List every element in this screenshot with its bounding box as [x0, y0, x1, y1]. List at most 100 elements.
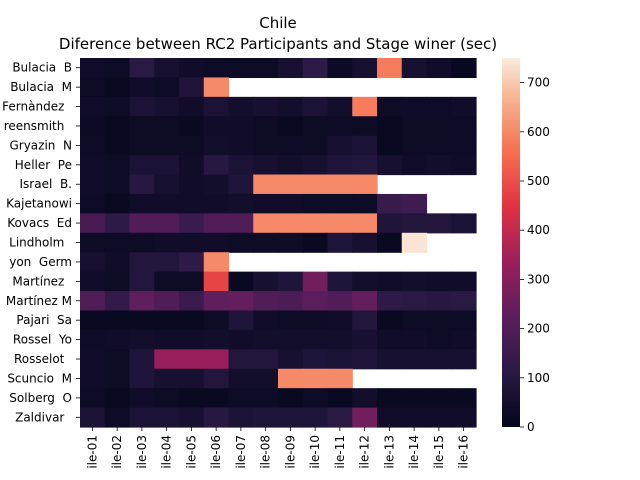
- heatmap-cell: [203, 232, 230, 253]
- heatmap-cell: [327, 329, 353, 350]
- heatmap-cell: [80, 213, 106, 234]
- heatmap-cell: [203, 388, 230, 409]
- heatmap-cell: [278, 58, 304, 79]
- heatmap-cell: [278, 271, 304, 292]
- heatmap-cell: [104, 368, 131, 389]
- heatmap-cell: [228, 291, 254, 312]
- heatmap-cell: [426, 388, 452, 409]
- heatmap-cell: [154, 135, 180, 156]
- heatmap-cell: [401, 193, 428, 214]
- heatmap-cell: [203, 96, 230, 117]
- heatmap-cell: [278, 155, 304, 176]
- colorbar-tick-label: 300: [527, 272, 550, 286]
- heatmap-cell: [327, 193, 353, 214]
- heatmap-cell: [80, 291, 106, 312]
- y-tick-label: Fernàndez: [2, 100, 72, 114]
- heatmap-cell: [228, 349, 254, 370]
- heatmap-cell: [154, 310, 180, 331]
- heatmap-cell: [401, 232, 428, 253]
- x-tick-label: ile-01: [85, 435, 99, 469]
- heatmap-cell: [451, 407, 477, 428]
- heatmap-cell: [228, 116, 254, 137]
- x-tick-label: ile-02: [110, 435, 124, 469]
- heatmap-cell: [451, 155, 477, 176]
- heatmap-cell: [327, 116, 353, 137]
- heatmap-cell: [327, 388, 353, 409]
- heatmap-cell: [228, 135, 254, 156]
- heatmap-cell: [278, 232, 304, 253]
- heatmap-cell: [104, 291, 131, 312]
- heatmap-cell: [179, 407, 205, 428]
- heatmap-cell: [129, 271, 155, 292]
- x-tick-label: ile-14: [407, 435, 421, 469]
- heatmap-cell: [104, 155, 131, 176]
- heatmap-cell: [401, 310, 428, 331]
- heatmap-cell: [253, 349, 279, 370]
- heatmap-cell: [278, 388, 304, 409]
- heatmap-cell: [179, 96, 205, 117]
- heatmap-cell: [253, 135, 279, 156]
- colorbar-tick-label: 200: [527, 322, 550, 336]
- heatmap-cell: [253, 58, 279, 79]
- x-tick-label: ile-03: [135, 435, 149, 469]
- colorbar-tick-label: 400: [527, 223, 550, 237]
- y-tick-label: Lindholm: [9, 236, 72, 250]
- x-tick-label: ile-10: [308, 435, 322, 469]
- heatmap-cell: [278, 310, 304, 331]
- heatmap-cell: [104, 407, 131, 428]
- y-tick-label: Scuncio M: [7, 371, 72, 385]
- heatmap-cell: [377, 135, 403, 156]
- heatmap-cell: [104, 58, 131, 79]
- heatmap-cell: [179, 232, 205, 253]
- heatmap-cell: [129, 329, 155, 350]
- heatmap-cell: [253, 368, 279, 389]
- heatmap-cell: [104, 388, 131, 409]
- heatmap-cell: [451, 349, 477, 370]
- heatmap-cell: [104, 174, 131, 195]
- colorbar-tick-label: 0: [527, 420, 535, 434]
- heatmap-cell: [154, 291, 180, 312]
- heatmap-cell: [203, 58, 230, 79]
- heatmap-cell: [278, 329, 304, 350]
- heatmap-cell: [179, 135, 205, 156]
- heatmap-cell: [154, 213, 180, 234]
- y-tick-label: Solberg O: [9, 391, 72, 405]
- heatmap-cell: [228, 310, 254, 331]
- heatmap-cell: [327, 58, 353, 79]
- heatmap-cell: [203, 349, 230, 370]
- y-axis-labels: Bulacia B Bulacia M Fernàndez reensmith Gr…: [2, 61, 80, 424]
- heatmap-cell: [377, 407, 403, 428]
- chart-title: Chile: [259, 14, 297, 32]
- heatmap-cell: [278, 193, 304, 214]
- y-tick-label: Rossel Yo: [13, 333, 72, 347]
- heatmap-cell: [377, 96, 403, 117]
- heatmap-cell: [352, 135, 378, 156]
- heatmap-cell: [401, 407, 428, 428]
- heatmap-cell: [154, 232, 180, 253]
- heatmap-cell: [129, 77, 155, 98]
- heatmap-cell: [80, 271, 106, 292]
- heatmap-cell: [253, 232, 279, 253]
- heatmap-cell: [352, 349, 378, 370]
- y-tick-label: Bulacia M: [10, 80, 72, 94]
- heatmap-cell: [104, 252, 131, 273]
- heatmap-cell: [426, 271, 452, 292]
- heatmap-cell: [253, 291, 279, 312]
- colorbar-tick-label: 700: [527, 76, 550, 90]
- heatmap-cell: [179, 155, 205, 176]
- heatmap-cell: [179, 388, 205, 409]
- heatmap-cell: [327, 310, 353, 331]
- heatmap-cell: [80, 310, 106, 331]
- heatmap-cell: [129, 388, 155, 409]
- heatmap-cell: [401, 271, 428, 292]
- heatmap-cell: [179, 368, 205, 389]
- heatmap-cell: [154, 116, 180, 137]
- heatmap-cell: [352, 407, 378, 428]
- heatmap-cell: [352, 155, 378, 176]
- heatmap-cell: [302, 116, 329, 137]
- heatmap-cell: [278, 96, 304, 117]
- heatmap-cell: [253, 213, 279, 234]
- heatmap-cell: [426, 135, 452, 156]
- y-tick-label: Israel B.: [20, 177, 72, 191]
- colorbar-tick-label: 500: [527, 174, 550, 188]
